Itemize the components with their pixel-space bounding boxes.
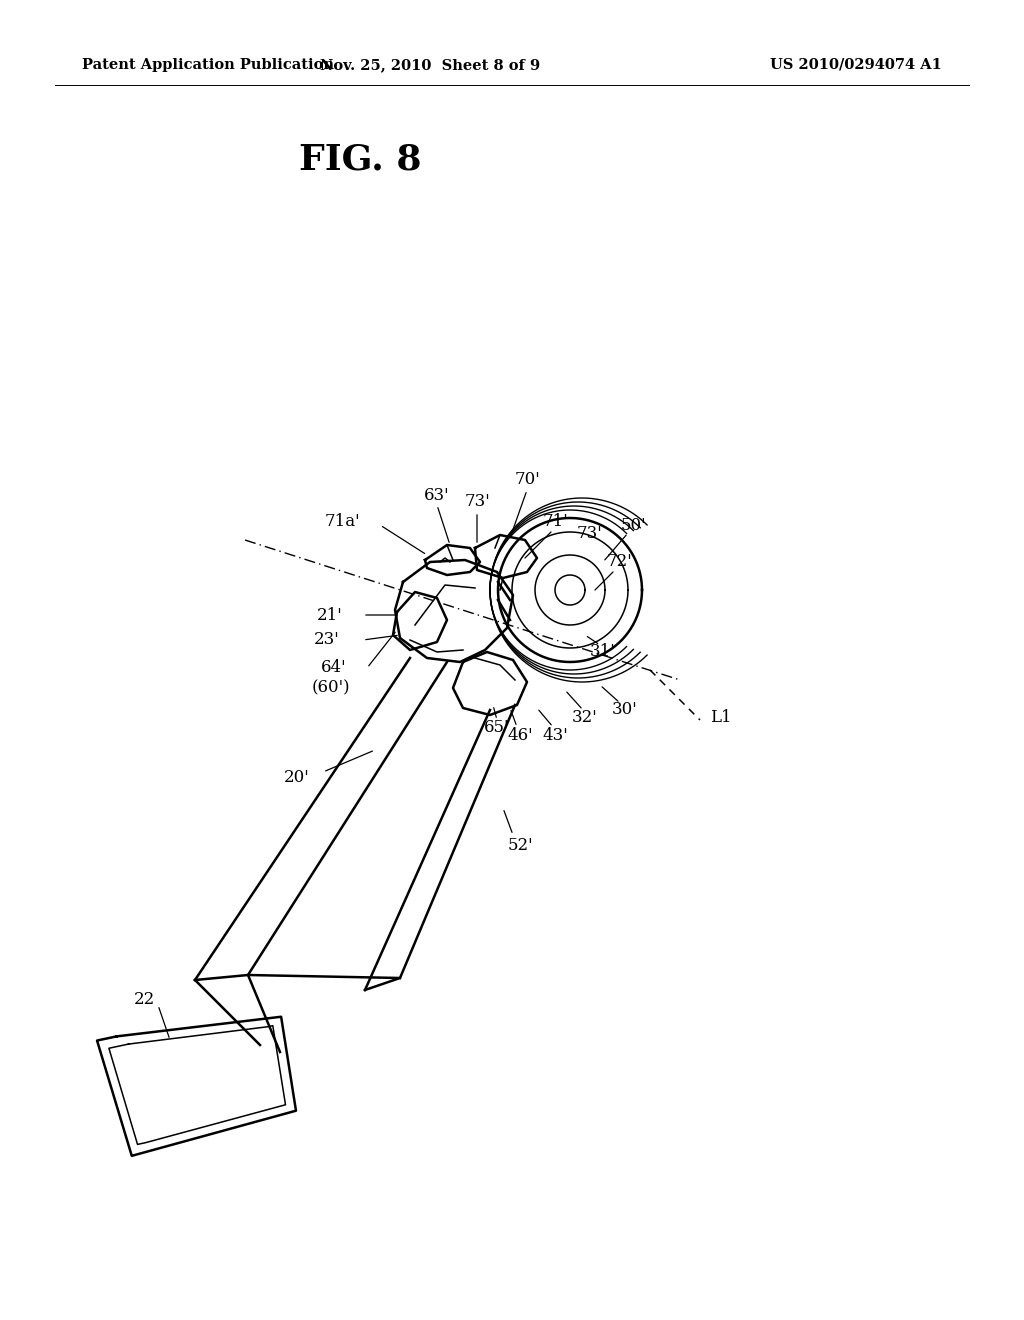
- Text: 65': 65': [484, 719, 510, 737]
- Text: 71': 71': [542, 513, 568, 531]
- Text: US 2010/0294074 A1: US 2010/0294074 A1: [770, 58, 942, 73]
- Text: FIG. 8: FIG. 8: [299, 143, 421, 177]
- Text: 30': 30': [612, 701, 638, 718]
- Text: 70': 70': [514, 471, 540, 488]
- Text: 63': 63': [424, 487, 450, 503]
- Text: 32': 32': [572, 710, 598, 726]
- Text: 20': 20': [285, 770, 310, 787]
- Text: 52': 52': [507, 837, 532, 854]
- Text: Patent Application Publication: Patent Application Publication: [82, 58, 334, 73]
- Text: L1: L1: [710, 710, 731, 726]
- Text: 73': 73': [464, 494, 489, 511]
- Text: Nov. 25, 2010  Sheet 8 of 9: Nov. 25, 2010 Sheet 8 of 9: [319, 58, 540, 73]
- Text: 72': 72': [607, 553, 633, 570]
- Text: 73': 73': [577, 525, 603, 543]
- Text: 31': 31': [590, 644, 615, 660]
- Text: 64': 64': [322, 660, 347, 676]
- Text: 50': 50': [621, 516, 646, 533]
- Text: 22: 22: [134, 991, 155, 1008]
- Text: 71a': 71a': [325, 513, 360, 531]
- Text: 43': 43': [542, 726, 568, 743]
- Text: 21': 21': [317, 606, 343, 623]
- Text: (60'): (60'): [311, 680, 350, 697]
- Text: 23': 23': [314, 631, 340, 648]
- Text: 46': 46': [507, 726, 532, 743]
